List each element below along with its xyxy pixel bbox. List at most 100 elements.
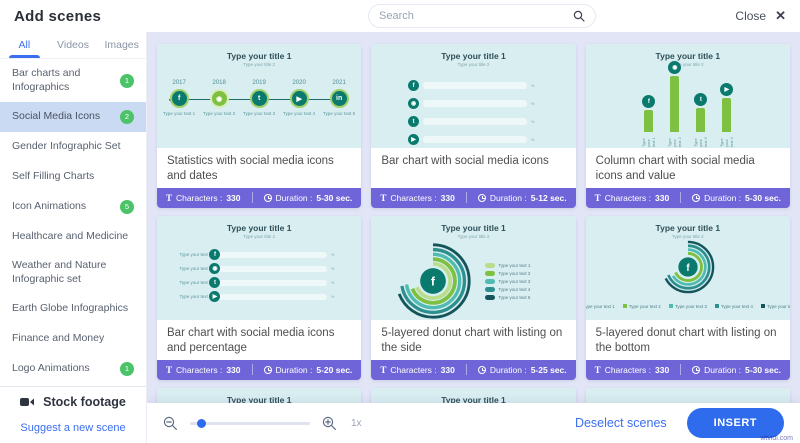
scene-preview: Type your title 1 Type your title 2 f Typ… — [585, 44, 790, 148]
sidebar-item-icon-animations[interactable]: Icon Animations 5 — [0, 192, 146, 222]
timeline-year: 2020 — [292, 80, 306, 86]
twitter-icon: t — [694, 93, 708, 106]
scene-card-donut-side-listing[interactable]: Type your title 1 Type your title 2 — [371, 215, 576, 380]
sidebar-item-gender-infographic-set[interactable]: Gender Infographic Set — [0, 132, 146, 162]
twitter-icon: t — [209, 277, 221, 289]
sidebar-item-healthcare-and-medicine[interactable]: Healthcare and Medicine — [0, 222, 146, 252]
sidebar-item-self-filling-charts[interactable]: Self Filling Charts — [0, 162, 146, 192]
card-footer: T Characters :330 Duration :5-30 sec. — [585, 187, 790, 208]
preview-title: Type your title 1 — [226, 222, 292, 233]
youtube-icon: ▶ — [720, 83, 734, 96]
scene-card-statistics-dates[interactable]: Type your title 1 Type your title 2 2017… — [157, 44, 362, 208]
sidebar: All Videos Images Bar charts and Infogra… — [0, 32, 147, 443]
sidebar-item-weather-and-nature[interactable]: Weather and Nature Infographic set — [0, 251, 146, 294]
facebook-icon: f — [642, 95, 656, 108]
characters-value: 330 — [440, 192, 455, 203]
preview-title: Type your title 1 — [226, 51, 292, 61]
instagram-icon: ◉ — [668, 61, 682, 74]
scene-card-bar-chart-icons[interactable]: Type your title 1 Type your title 2 f% ◉… — [371, 44, 576, 208]
percent-mark: % — [530, 119, 535, 124]
instagram-icon: ◉ — [408, 98, 420, 109]
preview-subtitle: Type your title 2 — [243, 233, 276, 239]
scene-preview: Type your title 1 Type your title 2 — [585, 215, 790, 320]
timeline-year: 2017 — [172, 80, 186, 86]
svg-text:f: f — [431, 275, 436, 289]
characters-label: Characters : — [604, 192, 651, 203]
sidebar-item-label: Logo Animations — [12, 361, 90, 374]
youtube-icon: ▶ — [209, 291, 221, 303]
characters-label: Characters : — [390, 364, 437, 375]
clock-icon — [692, 193, 701, 202]
card-footer: T Characters :330 Duration :5-30 sec. — [585, 359, 790, 380]
scenes-grid: Type your title 1 Type your title 2 2017… — [157, 44, 790, 443]
zoom-in-icon[interactable] — [322, 416, 337, 431]
close-button[interactable]: Close ✕ — [735, 8, 786, 24]
preview-subtitle: Type your title 2 — [457, 233, 490, 239]
zoom-out-icon[interactable] — [163, 416, 178, 431]
tab-images[interactable]: Images — [104, 39, 139, 51]
donut-rings: f — [661, 240, 715, 294]
youtube-icon: ▶ — [408, 134, 420, 145]
tab-videos[interactable]: Videos — [57, 39, 89, 51]
dialog-title: Add scenes — [14, 7, 102, 25]
column-label: Type your text 1 — [641, 137, 657, 147]
duration-value: 5-12 sec. — [530, 192, 567, 203]
duration-label: Duration : — [489, 192, 527, 203]
sidebar-item-logo-animations[interactable]: Logo Animations 1 — [0, 354, 146, 384]
count-badge: 1 — [120, 361, 134, 376]
stock-footage-button[interactable]: Stock footage — [0, 387, 146, 417]
sidebar-item-finance-and-money[interactable]: Finance and Money — [0, 324, 146, 354]
tab-all[interactable]: All — [0, 32, 49, 58]
duration-label: Duration : — [275, 364, 313, 375]
stock-footage-label: Stock footage — [43, 395, 126, 409]
scene-preview: Type your title 1 Type your title 2 f% ◉… — [371, 44, 576, 148]
search-box[interactable] — [368, 4, 596, 28]
legend-label: Type your text 1 — [498, 262, 531, 268]
characters-value: 330 — [654, 192, 670, 203]
legend-label: Type your text 2 — [498, 270, 531, 276]
preview-title: Type your title 1 — [441, 394, 506, 405]
scenes-panel: Type your title 1 Type your title 2 2017… — [147, 32, 800, 443]
sidebar-item-social-media-icons[interactable]: Social Media Icons 2 — [0, 102, 146, 133]
sidebar-item-label: Earth Globe Infographics — [12, 302, 129, 315]
sidebar-item-label: Healthcare and Medicine — [12, 229, 129, 242]
characters-label: Characters : — [604, 364, 651, 375]
clock-icon — [263, 193, 272, 202]
scene-card-column-chart[interactable]: Type your title 1 Type your title 2 f Typ… — [585, 44, 790, 208]
insert-button[interactable]: INSERT — [686, 408, 784, 438]
preview-subtitle: Type your title 2 — [457, 62, 490, 67]
svg-text:f: f — [686, 263, 690, 274]
zoom-slider-thumb[interactable] — [197, 418, 206, 428]
card-footer: T Characters :330 Duration :5-30 sec. — [157, 187, 362, 208]
facebook-icon: f — [169, 89, 189, 108]
suggest-new-scene-link[interactable]: Suggest a new scene — [20, 422, 126, 434]
text-icon: T — [594, 192, 601, 203]
percent-mark: % — [530, 83, 535, 88]
characters-label: Characters : — [176, 364, 223, 375]
characters-value: 330 — [654, 364, 670, 375]
text-icon: T — [166, 192, 173, 203]
twitter-icon: t — [408, 116, 420, 127]
sidebar-item-bar-charts-and-infographics[interactable]: Bar charts and Infographics 1 — [0, 59, 146, 102]
deselect-scenes-link[interactable]: Deselect scenes — [574, 416, 667, 430]
text-icon: T — [166, 364, 173, 375]
scene-card-bar-chart-percentage[interactable]: Type your title 1 Type your title 2 Type… — [157, 215, 362, 380]
legend-label: Type your text 3 — [498, 278, 531, 284]
sidebar-item-label: Social Media Icons — [12, 110, 101, 123]
video-camera-icon — [20, 398, 35, 406]
search-input[interactable] — [379, 10, 573, 22]
close-icon: ✕ — [775, 8, 786, 23]
legend-label: Type your text 5 — [498, 294, 531, 300]
column-chart-graphic: f Type your text 1 ◉ Type your text 2 t Typ… — [586, 61, 790, 147]
scene-card-donut-bottom-listing[interactable]: Type your title 1 Type your title 2 — [585, 215, 790, 380]
legend-label: Type your text 4 — [498, 286, 531, 292]
characters-label: Characters : — [176, 192, 223, 203]
search-icon — [573, 10, 585, 22]
preview-subtitle: Type your title 2 — [671, 62, 704, 67]
sidebar-item-earth-globe-infographics[interactable]: Earth Globe Infographics — [0, 294, 146, 324]
clock-icon — [477, 365, 486, 374]
zoom-slider[interactable] — [190, 418, 310, 428]
legend-label: Type your text 4 — [720, 303, 753, 309]
facebook-icon — [420, 268, 447, 294]
bar-label: Type your text 3 — [179, 280, 212, 286]
